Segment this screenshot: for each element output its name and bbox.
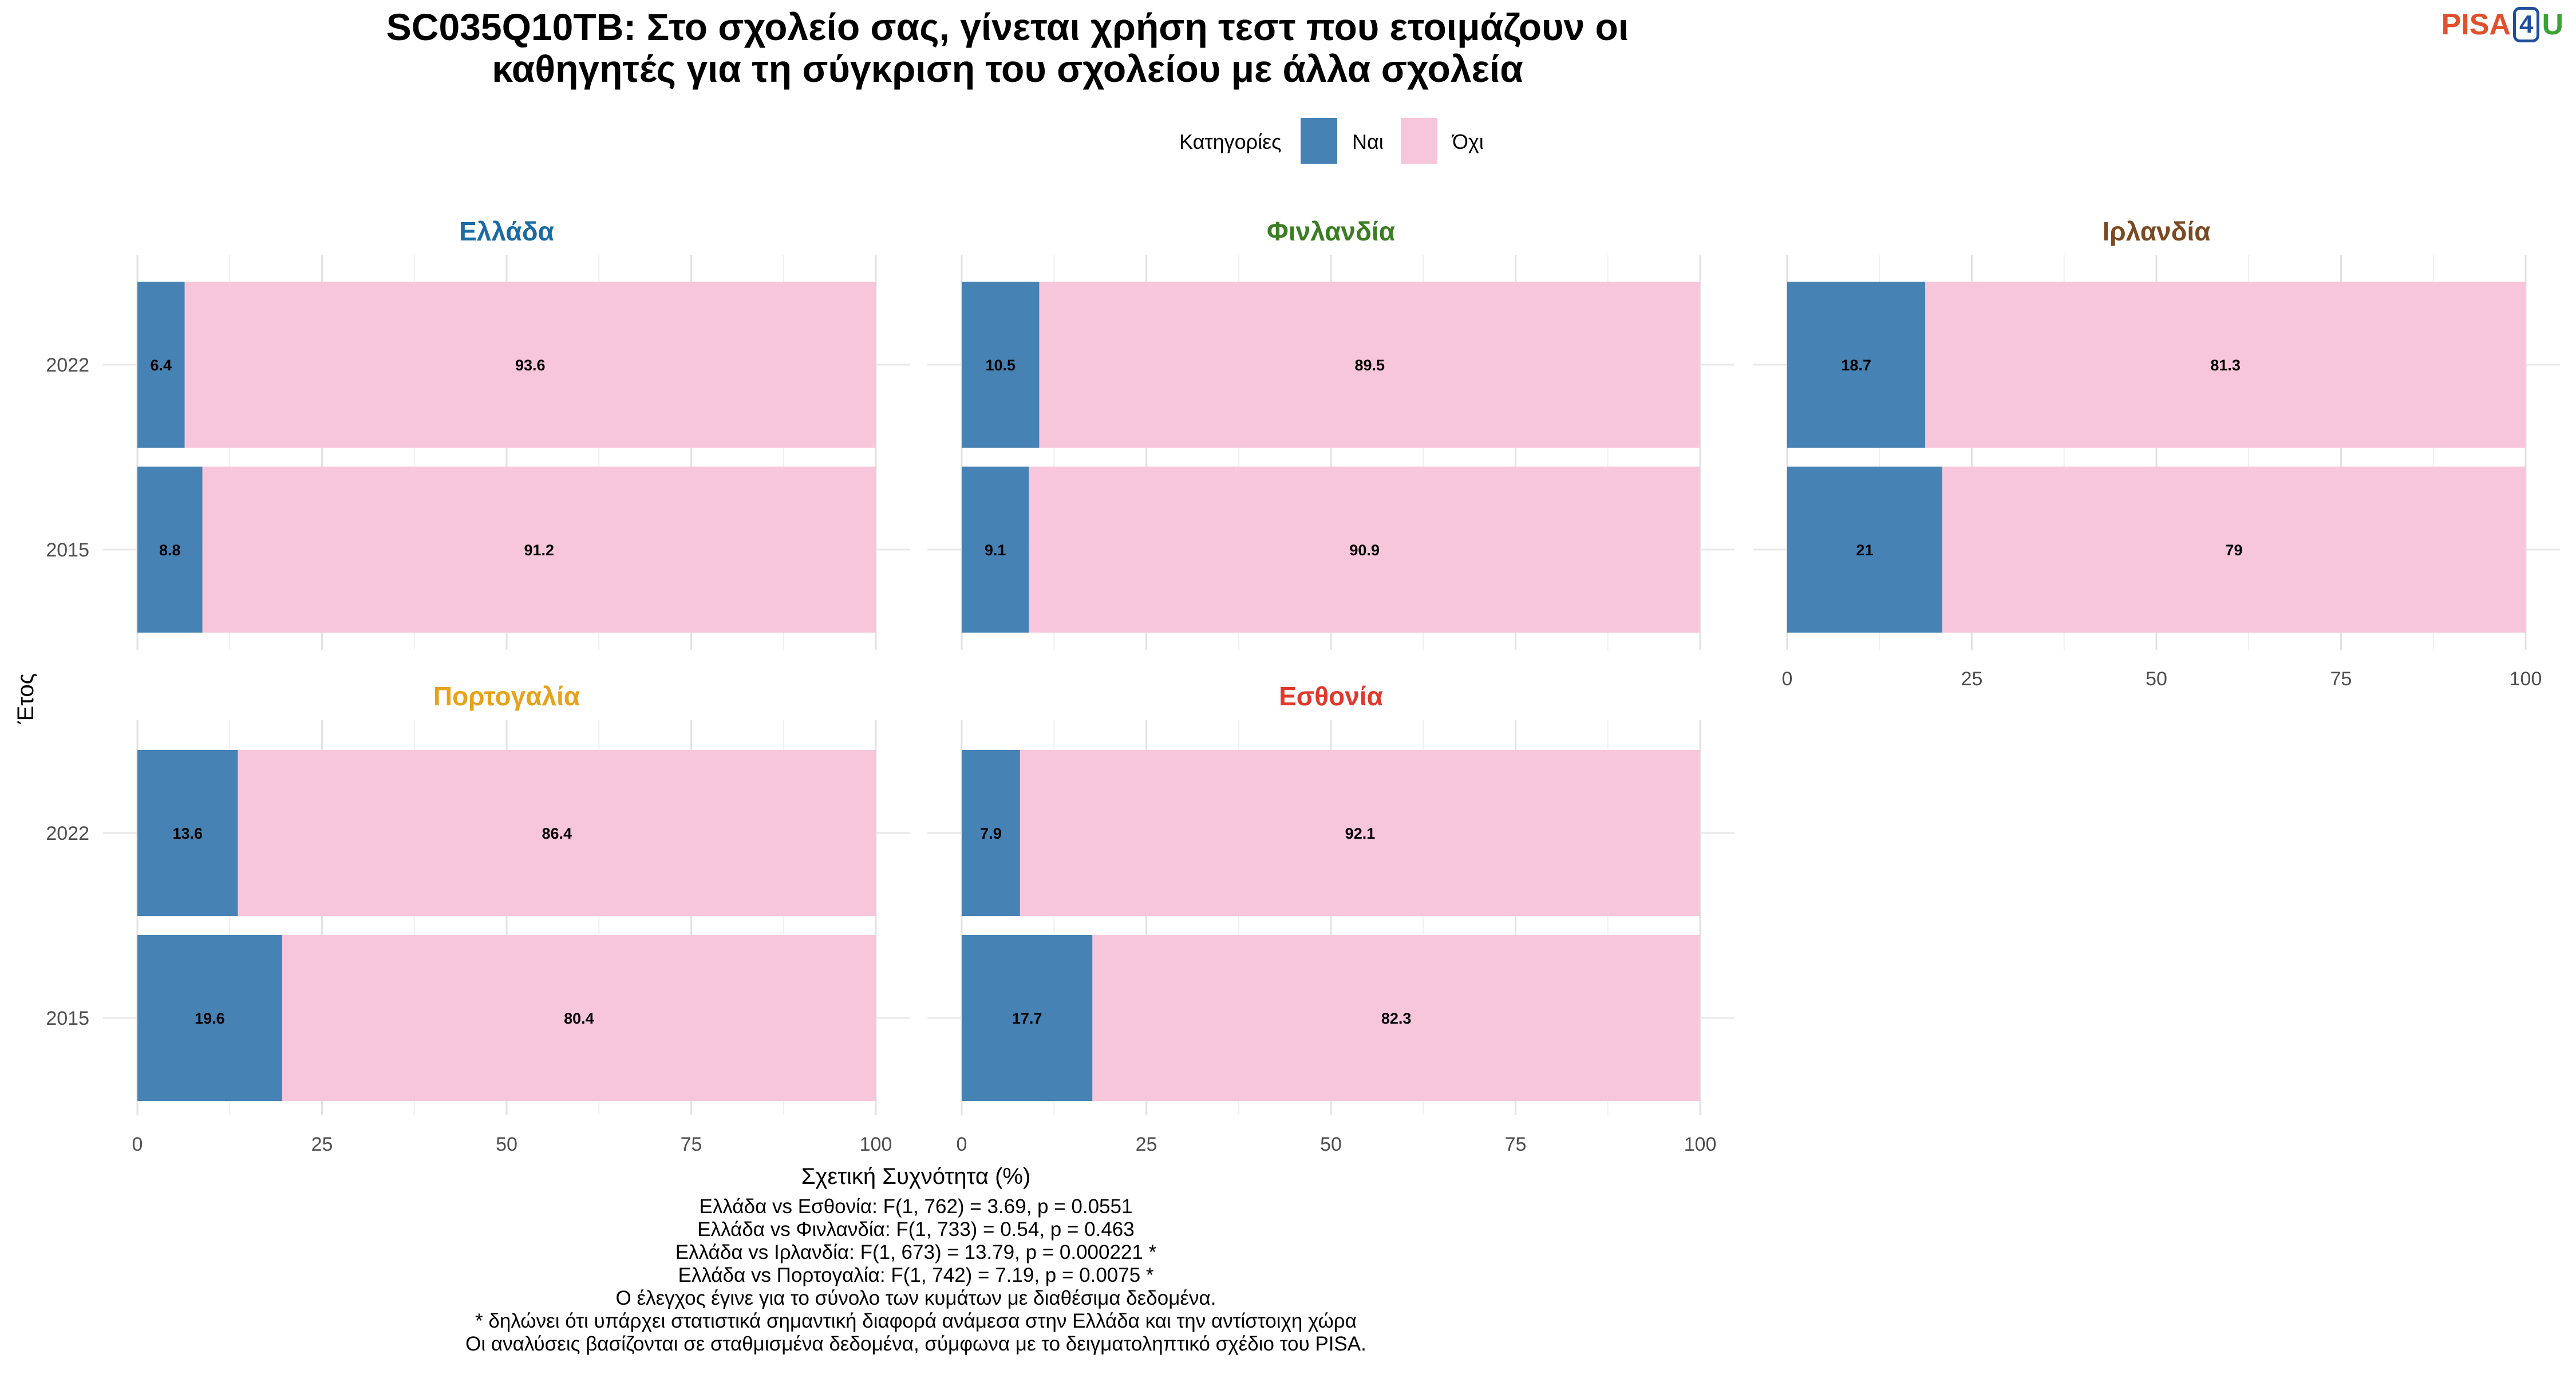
chart-panels: Ελλάδα 8.8 91.2 6.4 93.6 2015 2022 Φινλανδία 9.1… [46,216,2560,1155]
bar-yes-2022 [962,282,1040,448]
panel-title: Ιρλανδία [2102,216,2210,246]
x-tick-label: 25 [1136,1134,1157,1155]
note-line: * δηλώνει ότι υπάρχει στατιστικά σημαντι… [475,1310,1357,1332]
x-tick-label: 75 [681,1134,702,1155]
chart-title-line-1: SC035Q10TB: Στο σχολείο σας, γίνεται χρή… [386,6,1629,48]
panel-title: Ελλάδα [459,216,554,246]
chart-title: SC035Q10TB: Στο σχολείο σας, γίνεται χρή… [386,6,1629,90]
y-tick-label: 2022 [46,354,89,376]
bar-yes-2022 [962,750,1020,916]
y-axis-label: Έτος [13,673,38,724]
bar-yes-2015 [137,467,203,633]
bar-yes-2015 [962,467,1029,633]
x-axis-label: Σχετική Συχνότητα (%) [801,1164,1031,1189]
bar-yes-2015 [1787,467,1942,633]
legend-label-yes: Ναι [1352,130,1384,153]
x-tick-label: 100 [2510,668,2542,690]
bar-no-2022 [238,750,876,916]
legend-swatch-yes [1301,118,1337,164]
note-line: Ελλάδα vs Φινλανδία: F(1, 733) = 0.54, p… [697,1218,1135,1241]
data-label: 7.9 [980,825,1002,842]
bar-no-2015 [282,935,876,1101]
y-tick-label: 2015 [46,1008,89,1029]
bar-no-2015 [202,467,876,633]
logo-text-u: U [2542,8,2563,41]
pisa4u-logo: PISA 4 U [2441,7,2563,42]
legend-swatch-no [1401,118,1437,164]
data-label: 6.4 [151,357,172,374]
data-label: 18.7 [1841,357,1871,374]
data-label: 10.5 [985,357,1016,374]
data-label: 81.3 [2210,357,2241,374]
data-label: 17.7 [1012,1010,1042,1027]
bar-no-2022 [1925,282,2526,448]
panel-1: Φινλανδία 9.1 90.9 10.5 89.5 [927,216,1735,650]
legend-title: Κατηγορίες [1179,130,1282,153]
bar-no-2022 [1039,282,1700,448]
note-line: Ελλάδα vs Εσθονία: F(1, 762) = 3.69, p =… [699,1195,1133,1218]
bar-no-2015 [1942,467,2526,633]
data-label: 80.4 [564,1010,594,1027]
panel-title: Εσθονία [1279,681,1383,711]
logo-text-4: 4 [2512,7,2540,42]
legend: Κατηγορίες Ναι Όχι [1179,118,1484,164]
x-tick-label: 75 [2330,668,2352,690]
bar-yes-2022 [137,750,238,916]
y-tick-label: 2015 [46,539,89,561]
bar-no-2022 [184,282,876,448]
panel-title: Πορτογαλία [433,681,580,711]
bar-yes-2015 [137,935,282,1101]
bar-yes-2022 [1787,282,1926,448]
x-tick-label: 0 [1782,668,1793,690]
data-label: 93.6 [515,357,546,374]
note-line: Ελλάδα vs Πορτογαλία: F(1, 742) = 7.19, … [678,1264,1154,1286]
legend-label-no: Όχι [1451,130,1484,153]
x-tick-label: 100 [1684,1134,1717,1155]
statistical-notes: Ελλάδα vs Εσθονία: F(1, 762) = 3.69, p =… [0,1195,1832,1356]
panel-0: Ελλάδα 8.8 91.2 6.4 93.6 2015 2022 [46,216,910,650]
data-label: 79 [2225,542,2242,559]
y-tick-label: 2022 [46,823,89,844]
x-tick-label: 0 [957,1134,967,1155]
data-label: 86.4 [542,825,572,842]
note-line: Οι αναλύσεις βασίζονται σε σταθμισμένα δ… [465,1333,1366,1355]
x-tick-label: 50 [1320,1134,1342,1155]
x-tick-label: 0 [132,1134,143,1155]
note-line: Ο έλεγχος έγινε για το σύνολο των κυμάτω… [615,1287,1216,1309]
data-label: 13.6 [172,825,203,842]
x-tick-label: 25 [311,1134,333,1155]
data-label: 19.6 [195,1010,225,1027]
bar-no-2015 [1029,467,1700,633]
chart-title-line-2: καθηγητές για τη σύγκριση του σχολείου μ… [492,48,1523,90]
data-label: 91.2 [524,542,554,559]
panel-3: Πορτογαλία 19.6 80.4 13.6 86.4 2015 2022 0 25 50 7… [46,681,910,1155]
data-label: 8.8 [159,542,181,559]
x-tick-label: 25 [1961,668,1983,690]
note-line: Ελλάδα vs Ιρλανδία: F(1, 673) = 13.79, p… [675,1241,1157,1264]
data-label: 21 [1856,542,1873,559]
bar-no-2015 [1092,935,1700,1101]
panel-title: Φινλανδία [1267,216,1395,246]
x-tick-label: 100 [860,1134,892,1155]
bar-yes-2022 [137,282,185,448]
bar-no-2022 [1020,750,1700,916]
data-label: 82.3 [1381,1010,1412,1027]
logo-text-pisa: PISA [2441,8,2511,41]
bar-yes-2015 [962,935,1093,1101]
data-label: 9.1 [985,542,1006,559]
data-label: 92.1 [1345,825,1376,842]
panel-4: Εσθονία 17.7 82.3 7.9 92.1 0 25 50 75 100 [927,681,1735,1155]
panel-2: Ιρλανδία 21 79 18.7 81.3 0 25 50 75 100 [1753,216,2560,690]
x-tick-label: 50 [2146,668,2167,690]
data-label: 90.9 [1349,542,1380,559]
data-label: 89.5 [1354,357,1385,374]
x-tick-label: 75 [1505,1134,1527,1155]
x-tick-label: 50 [496,1134,517,1155]
